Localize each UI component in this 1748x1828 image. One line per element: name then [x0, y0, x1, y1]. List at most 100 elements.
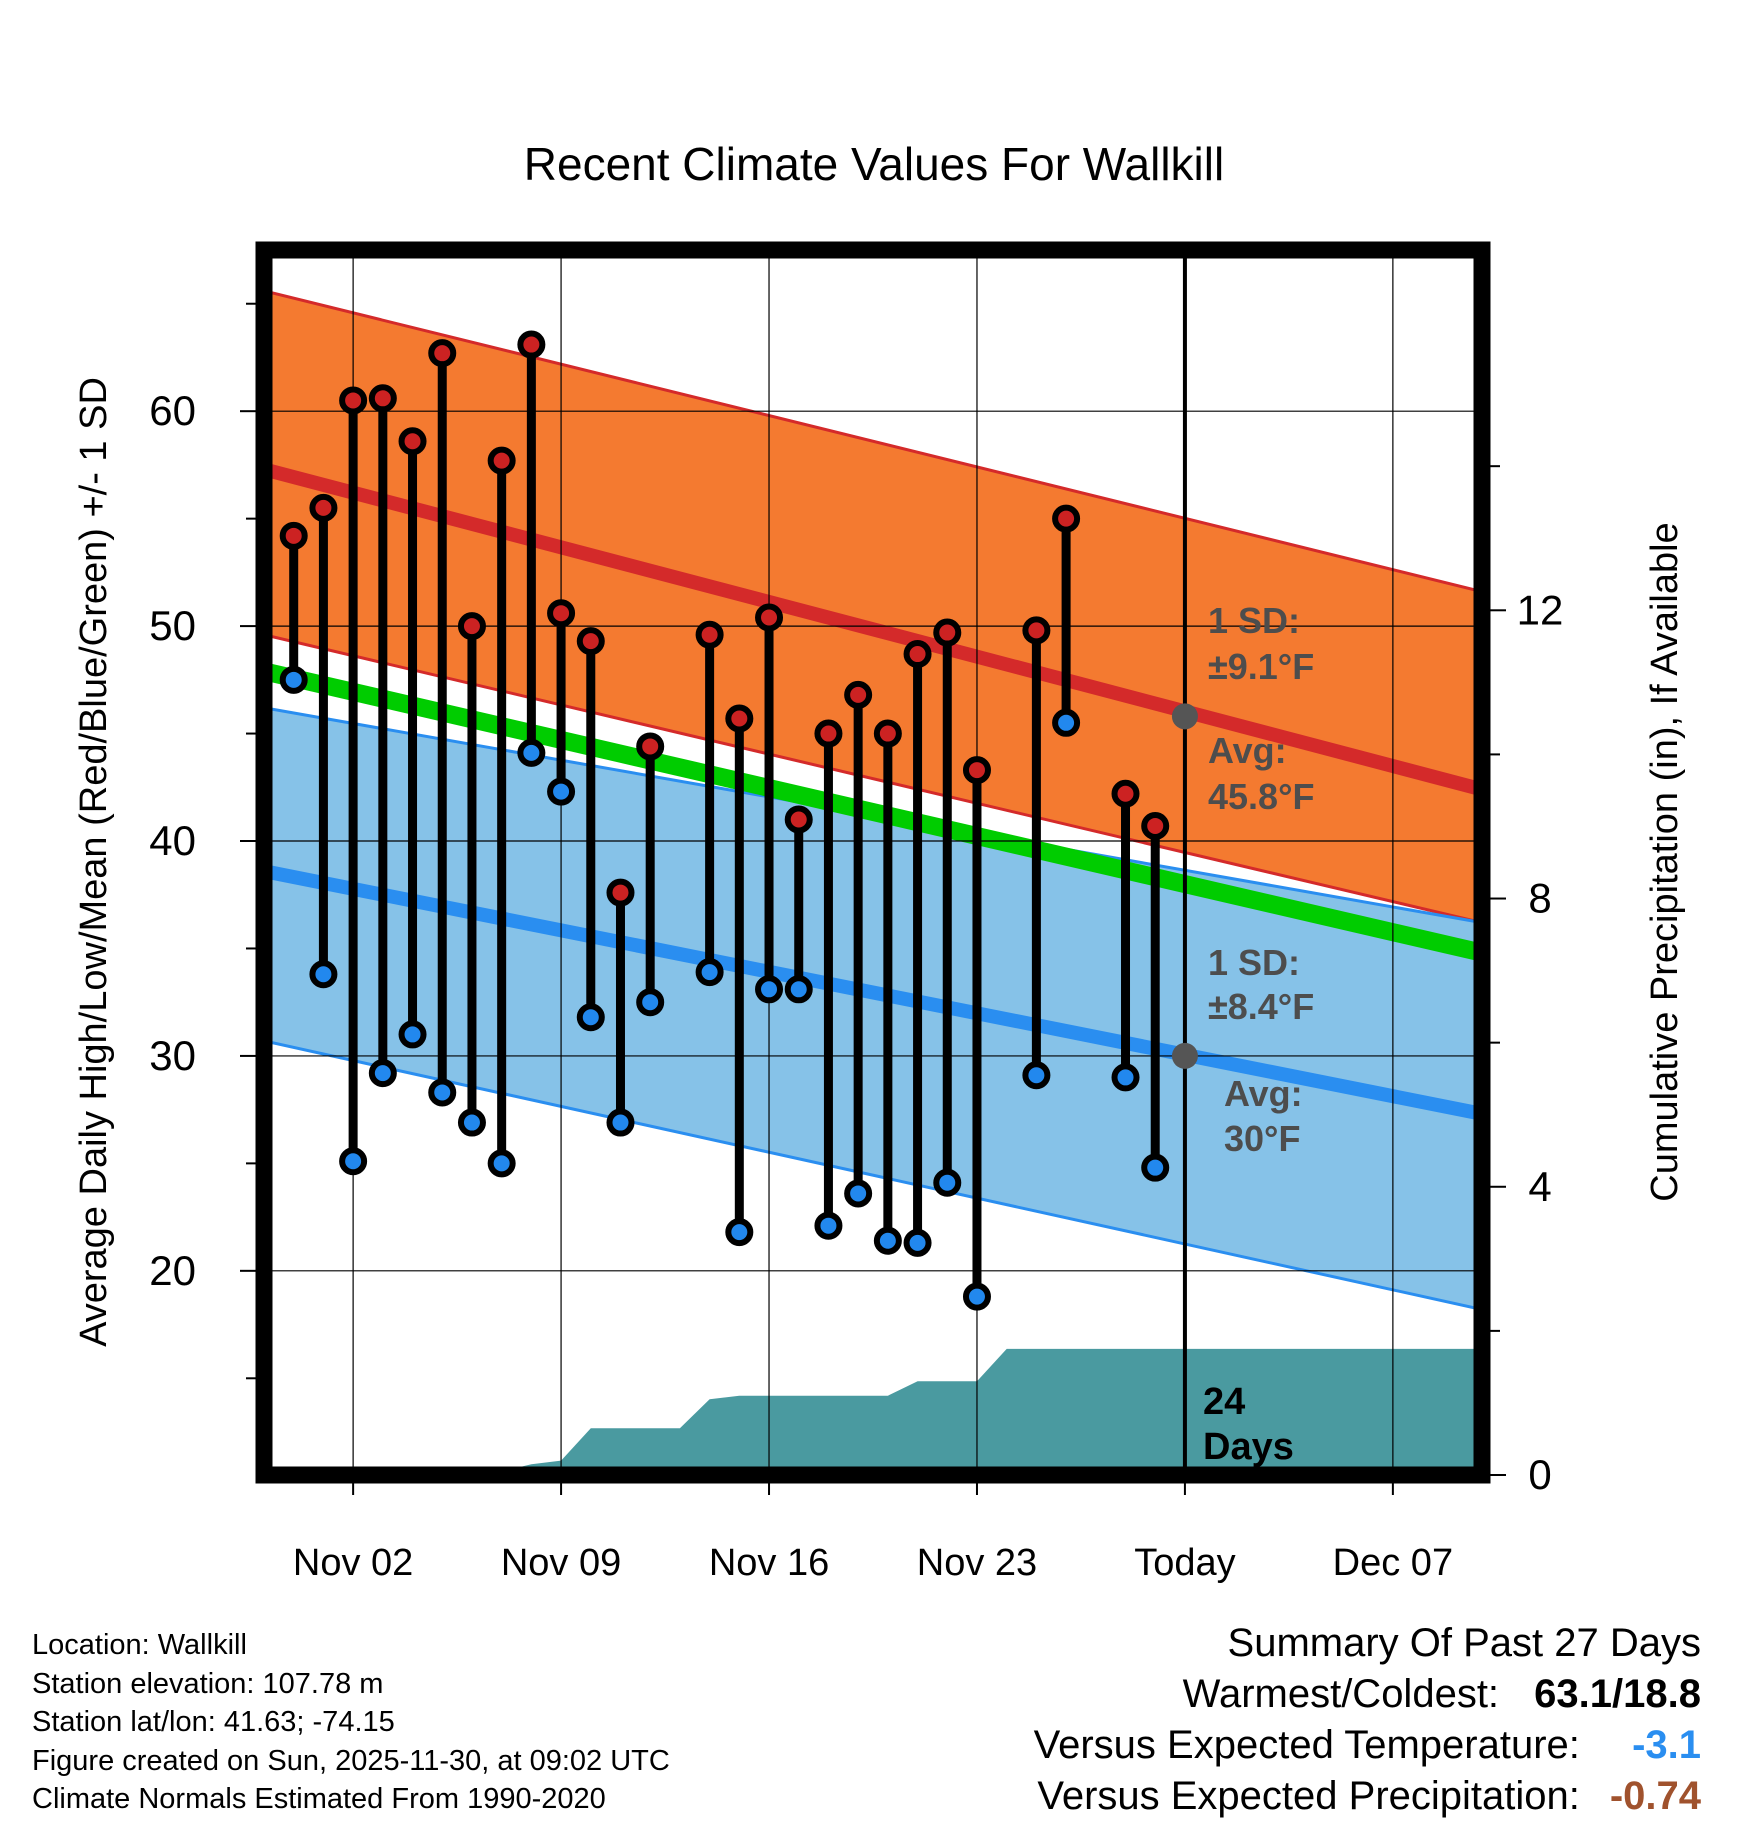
high-temp-point — [1052, 504, 1081, 533]
high-temp-point — [755, 603, 784, 632]
high-temp-point — [962, 756, 991, 785]
y-tick-label: 50 — [149, 602, 196, 649]
precipitation-area — [293, 1348, 1482, 1475]
high-temp-point — [487, 446, 516, 475]
normal-mean-line — [264, 662, 1482, 962]
low-temp-point — [279, 665, 308, 694]
low-temp-point — [398, 1020, 427, 1049]
high-sd-title: 1 SD: — [1208, 600, 1300, 641]
location-line: Location: Wallkill — [32, 1629, 247, 1661]
chart-title: Recent Climate Values For Wallkill — [524, 138, 1224, 190]
low-sd-value: ±8.4°F — [1208, 986, 1314, 1027]
high-temp-point — [873, 719, 902, 748]
high-temp-point — [339, 386, 368, 415]
low-temp-point — [309, 960, 338, 989]
low-avg-title: Avg: — [1224, 1073, 1303, 1114]
low-temp-point — [695, 958, 724, 987]
location-info: Location: Wallkill Station elevation: 10… — [32, 1626, 670, 1819]
low-temp-point — [547, 777, 576, 806]
summary-temp-row: Versus Expected Temperature: -3.1 — [1034, 1720, 1701, 1771]
high-temp-point — [814, 719, 843, 748]
high-temp-point — [933, 618, 962, 647]
climate-chart: Recent Climate Values For Wallkill Nov 0… — [73, 138, 1686, 1600]
low-temp-point — [873, 1226, 902, 1255]
low-temp-point — [428, 1078, 457, 1107]
low-temp-point — [1141, 1153, 1170, 1182]
x-tick-label: Nov 23 — [917, 1542, 1037, 1584]
y-tick-label: 40 — [149, 817, 196, 864]
high-temp-point — [1111, 779, 1140, 808]
low-temp-point — [1022, 1061, 1051, 1090]
low-temp-point — [1052, 708, 1081, 737]
low-temp-point — [784, 975, 813, 1004]
low-temp-point — [844, 1179, 873, 1208]
precip-label: Versus Expected Precipitation: — [1037, 1774, 1580, 1818]
x-tick-label: Nov 02 — [293, 1542, 413, 1584]
low-temp-point — [339, 1147, 368, 1176]
latlon-line: Station lat/lon: 41.63; -74.15 — [32, 1706, 395, 1738]
summary-precip-row: Versus Expected Precipitation: -0.74 — [1034, 1771, 1701, 1822]
low-temp-point — [725, 1218, 754, 1247]
temp-label: Versus Expected Temperature: — [1033, 1723, 1580, 1767]
low-temp-point — [636, 988, 665, 1017]
low-sd-band — [264, 707, 1482, 1310]
high-temp-point — [636, 732, 665, 761]
summary-heading: Summary Of Past 27 Days — [1227, 1621, 1701, 1665]
high-temp-point — [428, 339, 457, 368]
high-avg-title: Avg: — [1208, 730, 1287, 771]
low-sd-lower-edge — [264, 1039, 1482, 1311]
low-temp-point — [457, 1108, 486, 1137]
temp-value: -3.1 — [1632, 1723, 1701, 1767]
low-avg-value: 30°F — [1224, 1118, 1300, 1159]
high-temp-point — [1022, 616, 1051, 645]
high-temp-point — [517, 330, 546, 359]
low-temp-point — [368, 1059, 397, 1088]
low-temp-point — [755, 975, 784, 1004]
summary-warm-cold-row: Warmest/Coldest: 63.1/18.8 — [1034, 1669, 1701, 1720]
low-sd-title: 1 SD: — [1208, 942, 1300, 983]
high-avg-value: 45.8°F — [1208, 776, 1314, 817]
y-tick-label: 30 — [149, 1032, 196, 1079]
y-tick-label: 60 — [149, 387, 196, 434]
x-axis-title: Day — [838, 1597, 909, 1600]
warm-cold-value: 63.1/18.8 — [1534, 1672, 1701, 1716]
low-temp-point — [933, 1168, 962, 1197]
high-temp-point — [309, 493, 338, 522]
y2-tick-label: 12 — [1517, 586, 1564, 633]
low-temp-point — [576, 1003, 605, 1032]
high-temp-point — [279, 521, 308, 550]
high-temp-point — [725, 704, 754, 733]
high-temp-point — [1141, 811, 1170, 840]
warm-cold-label: Warmest/Coldest: — [1182, 1672, 1500, 1716]
low-temp-point — [517, 738, 546, 767]
today-low-avg-marker — [1171, 1042, 1198, 1069]
high-temp-point — [457, 612, 486, 641]
precip-days-count: 24 — [1203, 1381, 1245, 1423]
high-sd-upper-edge — [264, 289, 1482, 594]
high-temp-point — [547, 599, 576, 628]
high-temp-point — [844, 680, 873, 709]
low-temp-point — [606, 1108, 635, 1137]
x-tick-label: Dec 07 — [1333, 1542, 1453, 1584]
today-high-avg-marker — [1171, 703, 1198, 730]
low-temp-point — [487, 1149, 516, 1178]
precip-days-word: Days — [1203, 1426, 1294, 1468]
plot-frame — [255, 241, 1491, 1484]
high-temp-point — [576, 627, 605, 656]
high-temp-point — [695, 620, 724, 649]
low-temp-point — [814, 1211, 843, 1240]
y2-tick-label: 0 — [1528, 1451, 1551, 1498]
y2-tick-label: 4 — [1528, 1163, 1551, 1210]
low-temp-point — [962, 1282, 991, 1311]
x-tick-label: Nov 09 — [501, 1542, 621, 1584]
y2-tick-label: 8 — [1528, 875, 1551, 922]
high-temp-point — [368, 384, 397, 413]
elevation-line: Station elevation: 107.78 m — [32, 1667, 384, 1700]
high-temp-point — [398, 427, 427, 456]
y2-axis-title: Cumulative Precipitation (in), If Availa… — [1644, 522, 1686, 1201]
x-tick-label: Today — [1134, 1542, 1235, 1584]
high-temp-point — [784, 805, 813, 834]
low-temp-point — [1111, 1063, 1140, 1092]
figure-created-line: Figure created on Sun, 2025-11-30, at 09… — [32, 1744, 670, 1777]
summary-panel: Summary Of Past 27 Days Warmest/Coldest:… — [1034, 1618, 1701, 1822]
